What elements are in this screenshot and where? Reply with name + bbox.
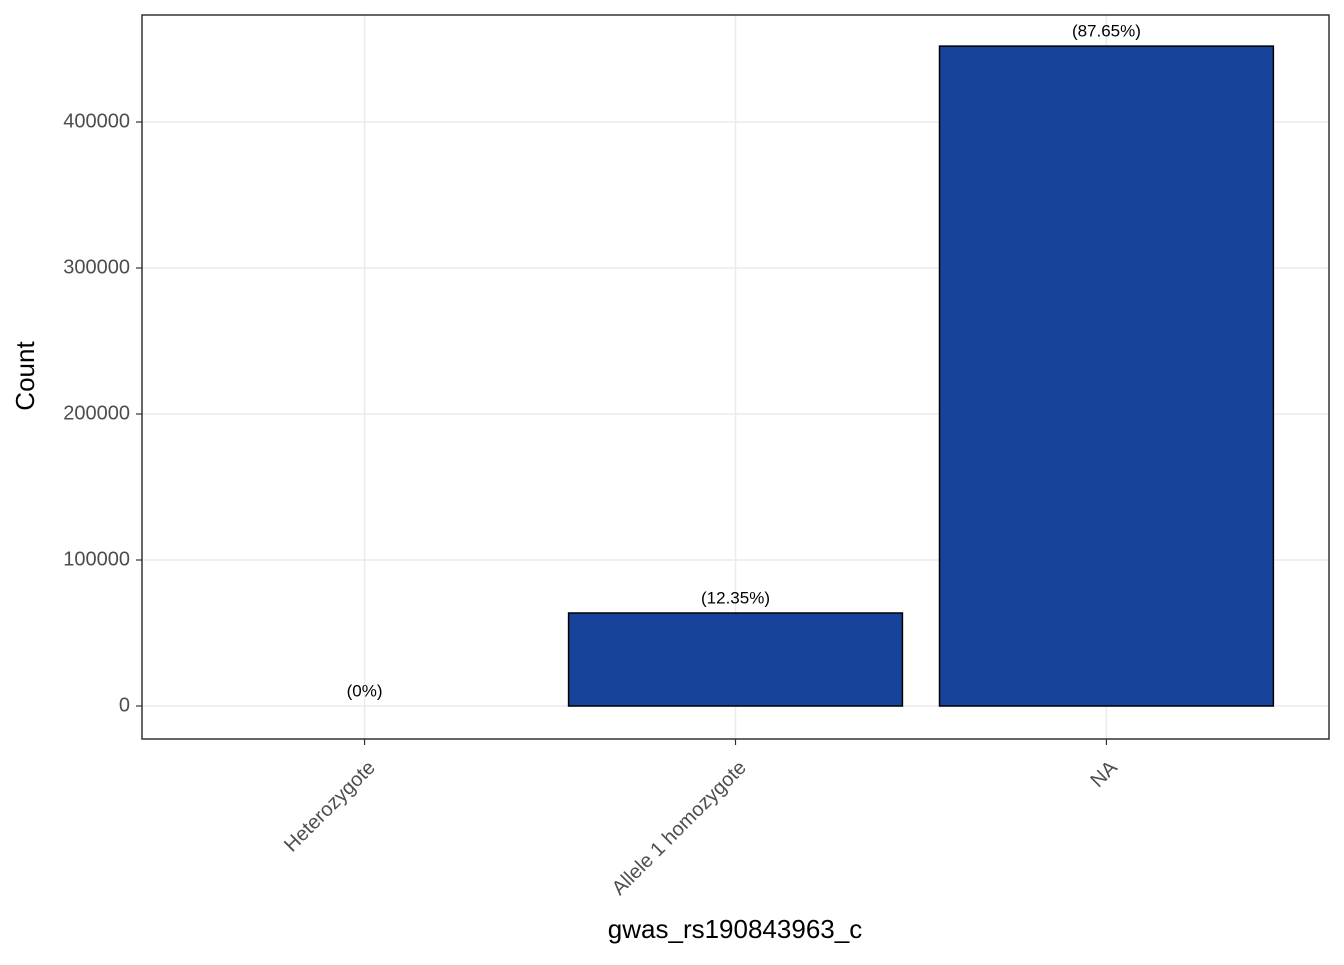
y-axis-label: Count [10,341,40,411]
y-tick-label: 200000 [63,402,130,424]
bar [567,612,904,707]
panel-border [141,14,1330,740]
y-tick-label: 300000 [63,256,130,278]
value-label: (12.35%) [701,588,770,607]
y-tick-label: 100000 [63,548,130,570]
x-axis-label: gwas_rs190843963_c [608,914,862,944]
value-label: (0%) [347,681,383,700]
y-tick-label: 0 [119,694,130,716]
bar [938,45,1275,707]
value-label: (87.65%) [1072,22,1141,41]
y-tick-label: 400000 [63,110,130,132]
